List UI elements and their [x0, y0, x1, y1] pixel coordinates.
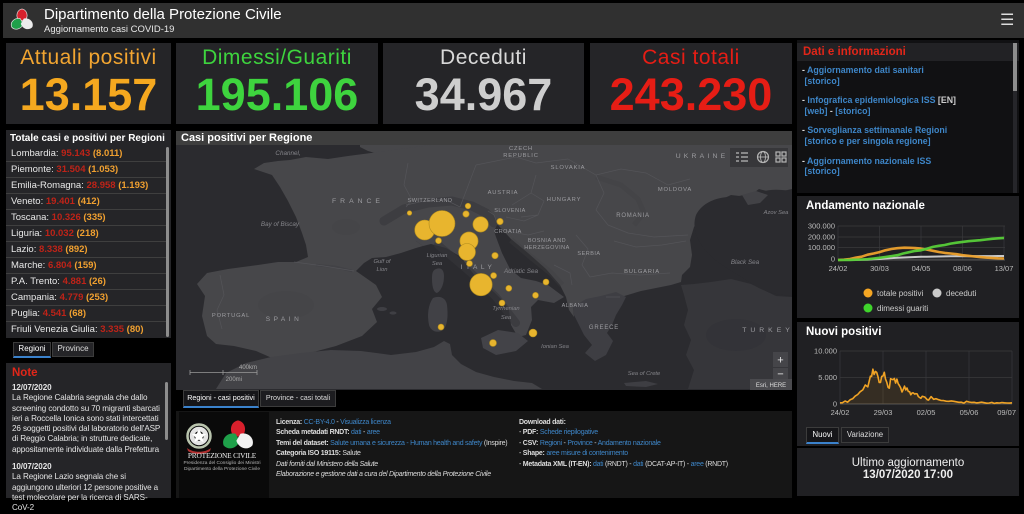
- svg-text:deceduti: deceduti: [946, 289, 976, 298]
- svg-text:HERZEGOVINA: HERZEGOVINA: [524, 245, 570, 251]
- svg-text:totale positivi: totale positivi: [877, 289, 923, 298]
- svg-text:Black Sea: Black Sea: [731, 259, 760, 266]
- svg-text:Sea: Sea: [501, 315, 512, 321]
- svg-text:400km: 400km: [239, 365, 257, 371]
- svg-text:−: −: [777, 369, 783, 381]
- svg-text:100.000: 100.000: [808, 243, 835, 252]
- svg-text:05/06: 05/06: [960, 408, 979, 417]
- svg-text:Ligurian: Ligurian: [427, 253, 448, 259]
- svg-text:SPAIN: SPAIN: [266, 316, 303, 323]
- svg-text:30/03: 30/03: [870, 264, 889, 273]
- svg-text:Lion: Lion: [377, 267, 388, 273]
- svg-text:Gulf of: Gulf of: [373, 259, 391, 265]
- svg-text:Azov Sea: Azov Sea: [763, 210, 790, 216]
- svg-text:ROMANIA: ROMANIA: [616, 213, 650, 219]
- svg-text:CROATIA: CROATIA: [494, 229, 522, 235]
- svg-text:29/03: 29/03: [874, 408, 893, 417]
- svg-text:REPUBLIC: REPUBLIC: [503, 153, 538, 159]
- svg-text:AUSTRIA: AUSTRIA: [488, 190, 519, 196]
- svg-text:Channel,: Channel,: [275, 150, 300, 157]
- svg-text:SWITZERLAND: SWITZERLAND: [408, 198, 453, 204]
- svg-text:HUNGARY: HUNGARY: [547, 197, 581, 203]
- svg-text:5.000: 5.000: [818, 373, 837, 382]
- svg-text:08/06: 08/06: [953, 264, 972, 273]
- svg-text:Sea of Crete: Sea of Crete: [628, 371, 661, 377]
- svg-text:SLOVENIA: SLOVENIA: [494, 208, 526, 214]
- svg-text:BOSNIA AND: BOSNIA AND: [528, 238, 566, 244]
- svg-text:UKRAINE: UKRAINE: [676, 153, 729, 160]
- svg-text:Ionian Sea: Ionian Sea: [541, 344, 569, 350]
- svg-text:SERBIA: SERBIA: [577, 251, 600, 257]
- svg-text:0: 0: [833, 400, 837, 409]
- svg-text:10.000: 10.000: [814, 347, 837, 356]
- svg-text:CZECH: CZECH: [509, 146, 533, 152]
- svg-text:+: +: [777, 355, 783, 367]
- svg-text:02/05: 02/05: [917, 408, 936, 417]
- svg-text:Esri, HERE: Esri, HERE: [756, 383, 786, 389]
- svg-text:ALBANIA: ALBANIA: [562, 303, 589, 309]
- svg-text:Sea: Sea: [432, 261, 443, 267]
- svg-text:09/07: 09/07: [997, 408, 1016, 417]
- svg-text:13/07: 13/07: [995, 264, 1014, 273]
- svg-text:24/02: 24/02: [829, 264, 848, 273]
- svg-text:Adriatic Sea: Adriatic Sea: [503, 268, 538, 275]
- svg-text:FRANCE: FRANCE: [332, 198, 384, 205]
- svg-text:TURKEY: TURKEY: [742, 327, 792, 334]
- svg-text:dimessi guariti: dimessi guariti: [877, 304, 928, 313]
- svg-text:300.000: 300.000: [808, 222, 835, 231]
- svg-text:0: 0: [831, 255, 835, 264]
- svg-text:BULGARIA: BULGARIA: [624, 269, 660, 275]
- svg-text:200mi: 200mi: [226, 377, 242, 383]
- svg-text:GREECE: GREECE: [589, 325, 619, 331]
- svg-text:200.000: 200.000: [808, 233, 835, 242]
- svg-text:04/05: 04/05: [912, 264, 931, 273]
- svg-text:PORTUGAL: PORTUGAL: [212, 313, 250, 319]
- svg-text:Bay of Biscay: Bay of Biscay: [261, 221, 300, 228]
- svg-text:SLOVAKIA: SLOVAKIA: [551, 165, 586, 171]
- svg-text:24/02: 24/02: [831, 408, 850, 417]
- svg-text:ITALY: ITALY: [461, 264, 496, 271]
- svg-text:Tyrrhenian: Tyrrhenian: [492, 306, 519, 312]
- svg-text:MOLDOVA: MOLDOVA: [658, 187, 692, 193]
